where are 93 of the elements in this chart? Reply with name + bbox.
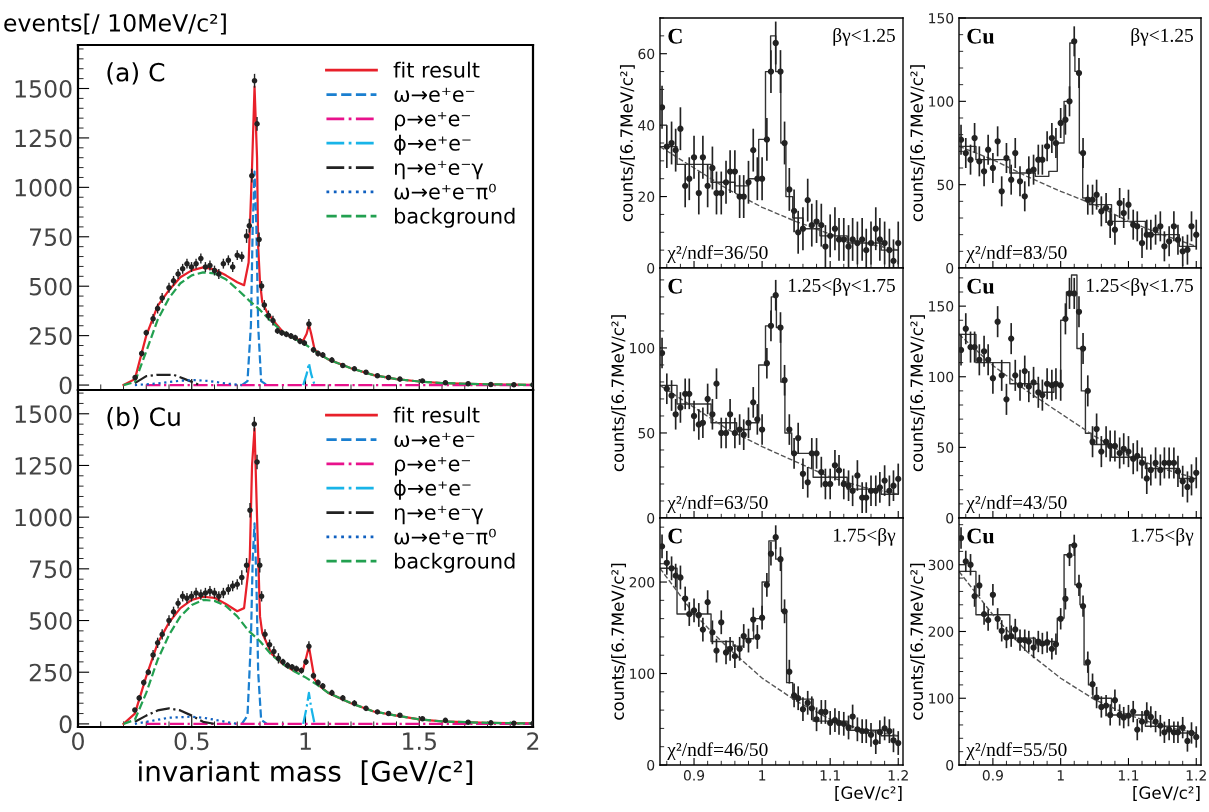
- annotation: χ²/ndf=55/50: [966, 742, 1067, 761]
- y-tick-label: 40: [638, 120, 655, 131]
- y-axis-title: counts/[6.7MeV/c²]: [910, 315, 925, 472]
- y-tick-label: 1000: [15, 508, 72, 527]
- legend-label: ϕ→e⁺e⁻: [394, 134, 471, 155]
- annotation: C: [668, 28, 682, 44]
- y-tick-label: 0: [647, 262, 655, 274]
- y-tick-label: 150: [929, 12, 954, 24]
- y-tick-label: 300: [928, 559, 954, 571]
- annotation: 1.75<βγ: [833, 527, 896, 546]
- legend-label: η→e⁺e⁻γ: [395, 160, 484, 180]
- y-tick-label: 200: [629, 577, 655, 588]
- x-tick-label: 1: [1057, 770, 1064, 781]
- x-axis-title: invariant mass [GeV/c²]: [139, 760, 473, 786]
- legend-label: η→e⁺e⁻γ: [395, 505, 484, 525]
- y-tick-label: 0: [647, 759, 655, 771]
- y-axis-title: counts/[6.7MeV/c²]: [619, 65, 635, 222]
- y-tick-label: 0: [59, 715, 72, 734]
- annotation: C: [668, 528, 682, 544]
- y-tick-label: 1500: [15, 79, 72, 98]
- y-tick-label: 100: [929, 693, 954, 704]
- y-tick-label: 100: [630, 668, 655, 679]
- y-tick-label: 0: [946, 262, 954, 274]
- legend-label: ρ→e⁺e⁻: [395, 112, 471, 131]
- annotation: Cu: [967, 278, 995, 294]
- x-tick-label: 1: [759, 770, 766, 781]
- annotation: χ²/ndf=43/50: [966, 495, 1067, 513]
- annotation: χ²/ndf=63/50: [667, 495, 768, 513]
- y-tick-label: 250: [29, 327, 72, 345]
- y-tick-label: 250: [29, 663, 72, 682]
- y-tick-label: 100: [929, 371, 954, 383]
- y-tick-label: 1500: [15, 405, 72, 424]
- x-tick-label: 2: [527, 732, 539, 750]
- x-tick-label: 1.5: [403, 732, 436, 751]
- legend-label: ω→e⁺e⁻: [394, 87, 475, 103]
- legend-label: background: [395, 552, 515, 573]
- y-tick-label: 50: [937, 179, 954, 191]
- y-tick-label: 500: [29, 277, 72, 296]
- y-axis-title: counts/[6.7MeV/c²]: [910, 563, 925, 720]
- annotation: 1.25<βγ<1.75: [788, 278, 895, 296]
- legend-label: ω→e⁺e⁻π⁰: [394, 528, 496, 545]
- legend-label: ρ→e⁺e⁻: [395, 457, 471, 476]
- y-tick-label: 1250: [15, 129, 72, 148]
- x-tick-label: 1: [300, 732, 311, 750]
- annotation: χ²/ndf=36/50: [667, 245, 768, 263]
- annotation: C: [668, 278, 682, 294]
- x-axis-title: [GeV/c²]: [1133, 786, 1200, 801]
- annotation: χ²/ndf=83/50: [966, 245, 1067, 263]
- y-tick-label: 1000: [15, 178, 72, 197]
- x-tick-label: 1.2: [1186, 770, 1206, 781]
- legend-label: fit result: [393, 61, 480, 78]
- y-axis-title: events[/ 10MeV/c²]: [4, 13, 226, 35]
- annotation: (b) Cu: [107, 406, 180, 430]
- annotation: 1.25<βγ<1.75: [1086, 278, 1193, 296]
- y-axis-title: counts/[6.7MeV/c²]: [611, 563, 626, 720]
- annotation: 1.75<βγ: [1131, 527, 1194, 546]
- legend-label: ω→e⁺e⁻: [394, 432, 475, 448]
- legend-label: background: [395, 207, 515, 228]
- x-tick-label: 0.9: [683, 770, 705, 781]
- y-tick-label: 750: [30, 228, 72, 247]
- annotation: (a) C: [107, 62, 165, 85]
- y-tick-label: 0: [59, 376, 72, 395]
- y-tick-label: 200: [928, 626, 954, 637]
- x-tick-label: 1.1: [1118, 770, 1139, 781]
- y-tick-label: 60: [638, 48, 655, 60]
- legend-label: ω→e⁺e⁻π⁰: [394, 183, 496, 200]
- legend-label: ϕ→e⁺e⁻: [394, 479, 471, 500]
- x-tick-label: 0: [72, 732, 84, 751]
- y-tick-label: 750: [30, 560, 72, 579]
- x-axis-title: [GeV/c²]: [835, 786, 902, 801]
- y-axis-title: counts/[6.7MeV/c²]: [611, 315, 626, 472]
- y-tick-label: 100: [929, 96, 954, 107]
- y-tick-label: 150: [929, 301, 954, 312]
- y-tick-label: 0: [647, 512, 655, 524]
- y-tick-label: 100: [630, 342, 655, 354]
- y-tick-label: 50: [937, 442, 954, 453]
- y-tick-label: 0: [946, 759, 954, 771]
- legend-label: fit result: [393, 406, 480, 423]
- y-tick-label: 1250: [15, 456, 72, 475]
- x-tick-label: 1.1: [820, 770, 840, 781]
- y-tick-label: 20: [638, 191, 655, 203]
- x-tick-label: 0.5: [174, 732, 209, 751]
- annotation: Cu: [967, 528, 995, 544]
- y-tick-label: 500: [29, 611, 72, 630]
- x-tick-label: 1.2: [888, 770, 908, 781]
- annotation: βγ<1.25: [833, 28, 895, 46]
- annotation: Cu: [967, 28, 995, 44]
- annotation: χ²/ndf=46/50: [667, 742, 768, 761]
- y-tick-label: 50: [638, 427, 655, 439]
- y-axis-title: counts/[6.7MeV/c²]: [910, 65, 925, 222]
- y-tick-label: 0: [946, 512, 954, 524]
- x-tick-label: 0.9: [982, 770, 1003, 781]
- annotation: βγ<1.25: [1131, 28, 1193, 46]
